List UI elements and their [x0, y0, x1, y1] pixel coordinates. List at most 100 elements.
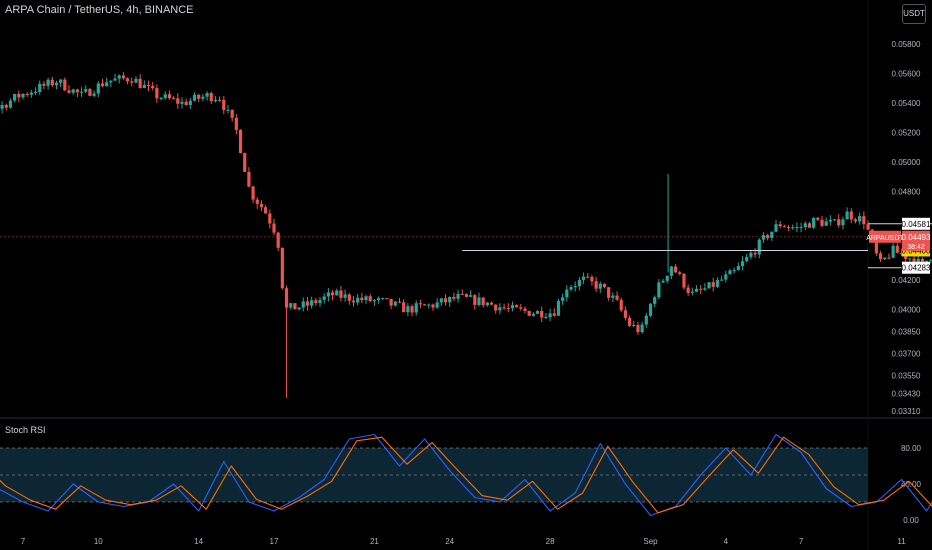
candle-body	[615, 295, 619, 300]
last-price-label: 0.04493	[902, 233, 931, 242]
candle-body	[381, 298, 385, 300]
candle-body	[54, 82, 59, 86]
time-axis-label: 11	[897, 537, 906, 546]
candle-body	[343, 294, 347, 298]
candle-body	[431, 304, 435, 308]
candle-body	[176, 98, 180, 104]
candle-body	[644, 315, 648, 325]
candle-body	[469, 295, 473, 297]
candle-body	[891, 245, 895, 258]
candle-body	[397, 301, 402, 303]
candle-body	[29, 92, 33, 95]
candle-body	[435, 302, 439, 308]
candle-body	[63, 79, 67, 91]
candle-body	[619, 299, 623, 311]
candle-body	[853, 219, 858, 222]
candle-body	[322, 296, 326, 300]
time-axis-label: 7	[799, 537, 804, 546]
candle-body	[314, 300, 318, 304]
candle-body	[778, 224, 782, 227]
candle-body	[862, 216, 866, 225]
candle-body	[925, 260, 929, 262]
candle-body	[276, 232, 280, 248]
candle-body	[740, 261, 745, 266]
candle-body	[502, 307, 506, 309]
candle-body	[757, 239, 761, 255]
price-axis-label: 0.04200	[892, 276, 921, 285]
price-axis-label: 0.03430	[892, 389, 921, 398]
candle-body	[678, 272, 682, 274]
candle-body	[544, 317, 548, 319]
candle-body	[531, 313, 535, 316]
candle-body	[523, 308, 527, 311]
candle-body	[448, 296, 452, 303]
candle-body	[71, 89, 75, 93]
candle-body	[125, 78, 130, 82]
candle-body	[904, 253, 908, 260]
candle-body	[581, 276, 586, 280]
candle-body	[632, 325, 636, 327]
candle-body	[222, 99, 226, 111]
candle-body	[243, 153, 247, 172]
chart-title: ARPA Chain / TetherUS, 4h, BINANCE	[5, 4, 194, 16]
candle-body	[188, 100, 192, 105]
candle-body	[297, 307, 301, 310]
candle-body	[498, 307, 502, 311]
time-axis-label: 4	[724, 537, 729, 546]
candle-body	[180, 101, 184, 104]
candle-body	[339, 290, 343, 298]
candle-body	[293, 303, 297, 310]
candle-body	[548, 313, 552, 318]
candle-body	[807, 223, 812, 228]
candle-body	[418, 303, 423, 305]
candle-body	[100, 83, 105, 87]
price-axis-label: 0.03850	[892, 328, 921, 337]
candle-body	[828, 219, 832, 222]
candle-body	[832, 219, 837, 221]
price-axis-label: 0.05200	[892, 129, 921, 138]
candle-body	[636, 325, 640, 333]
candle-body	[510, 305, 515, 309]
oscillator-axis-label: 0.00	[903, 516, 919, 525]
candle-body	[105, 82, 109, 87]
candle-body	[167, 94, 172, 99]
candle-body	[130, 81, 134, 83]
candle-body	[565, 289, 569, 298]
candle-body	[803, 223, 807, 228]
candle-body	[527, 310, 531, 316]
candle-body	[121, 75, 125, 79]
stoch-k-line	[0, 433, 932, 517]
candle-body	[134, 78, 138, 83]
candle-body	[552, 313, 556, 316]
currency-button[interactable]: USDT	[902, 4, 926, 24]
candle-body	[376, 298, 381, 301]
level-price-label: 0.04581	[902, 220, 931, 229]
candle-body	[439, 298, 443, 303]
candle-body	[707, 282, 711, 289]
candle-body	[96, 83, 100, 94]
candle-body	[770, 231, 774, 239]
candle-body	[887, 257, 891, 259]
candle-body	[372, 300, 376, 302]
candle-body	[657, 282, 661, 298]
candle-body	[711, 282, 715, 287]
candle-body	[163, 94, 167, 99]
price-axis-label: 0.05000	[892, 158, 921, 167]
time-axis-label: 7	[21, 537, 26, 546]
price-axis-label: 0.04000	[892, 305, 921, 314]
candle-body	[393, 301, 397, 306]
candle-body	[209, 93, 213, 102]
candle-body	[46, 79, 50, 86]
candle-body	[627, 317, 632, 326]
candle-body	[648, 303, 653, 316]
candle-body	[456, 293, 460, 299]
candle-body	[611, 295, 615, 298]
candle-body	[590, 276, 594, 282]
candle-body	[368, 296, 372, 302]
candle-body	[155, 88, 159, 99]
candle-body	[67, 90, 71, 93]
candle-body	[883, 257, 887, 260]
candle-body	[535, 310, 540, 314]
candle-body	[556, 300, 561, 316]
